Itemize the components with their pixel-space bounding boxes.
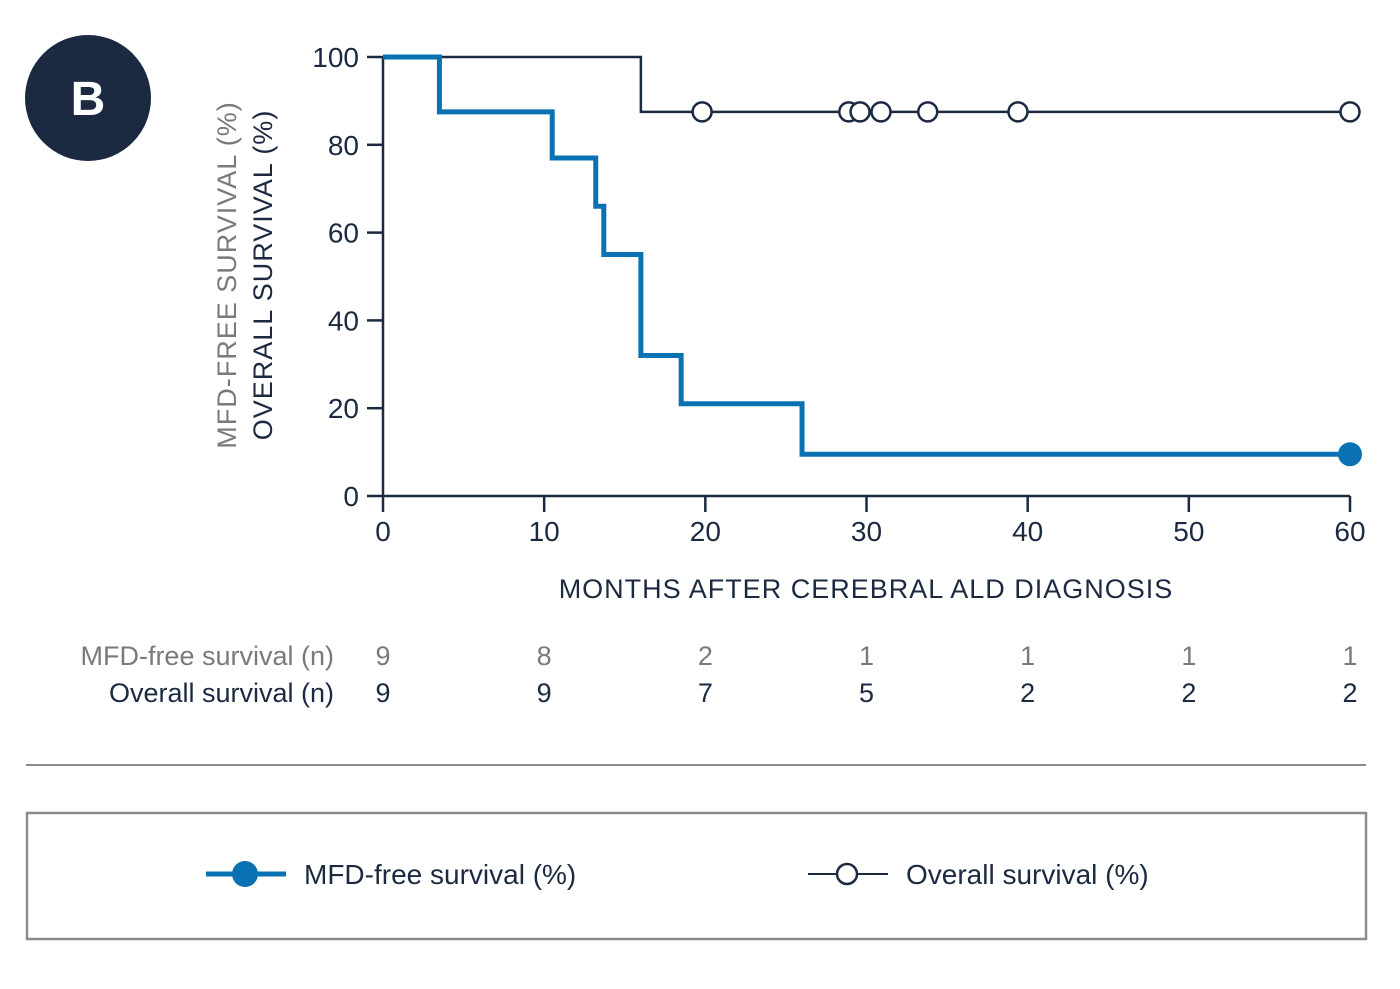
overall-censor-marker — [849, 101, 871, 123]
risk-value-mfd: 8 — [537, 641, 552, 671]
x-tick-label: 40 — [1012, 516, 1043, 547]
y-tick-label: 80 — [328, 130, 359, 161]
x-tick-label: 20 — [690, 516, 721, 547]
panel-badge-label: B — [71, 73, 106, 126]
overall-censor-marker — [1339, 101, 1361, 123]
risk-value-mfd: 1 — [859, 641, 874, 671]
risk-value-overall: 2 — [1342, 678, 1357, 708]
risk-value-overall: 9 — [375, 678, 390, 708]
panel-badge: B — [25, 35, 151, 161]
legend: MFD-free survival (%) Overall survival (… — [25, 811, 1368, 941]
x-tick-label: 30 — [851, 516, 882, 547]
y-tick-label: 100 — [312, 42, 359, 73]
legend-item-overall: Overall survival (%) — [808, 859, 1149, 890]
overall-censor-marker — [870, 101, 892, 123]
risk-value-mfd: 1 — [1181, 641, 1196, 671]
y-axis-title-mfd: MFD-FREE SURVIVAL (%) — [212, 101, 242, 449]
series-mfd-free-survival — [383, 54, 1362, 467]
risk-row-label-mfd: MFD-free survival (n) — [80, 641, 334, 671]
panel-badge-circle — [25, 35, 151, 161]
mfd-censor-marker — [1338, 442, 1362, 467]
overall-survival-line — [383, 55, 1350, 114]
y-tick-label: 40 — [328, 305, 359, 336]
y-axis-title-overall: OVERALL SURVIVAL (%) — [248, 110, 278, 441]
legend-overall-marker — [835, 862, 859, 886]
mfd-free-survival-line — [383, 54, 1350, 457]
legend-mfd-label: MFD-free survival (%) — [304, 859, 576, 890]
risk-value-mfd: 1 — [1020, 641, 1035, 671]
risk-value-overall: 7 — [698, 678, 713, 708]
risk-value-mfd: 1 — [1342, 641, 1357, 671]
overall-censor-marker — [1007, 101, 1029, 123]
y-tick-label: 0 — [343, 481, 359, 512]
x-ticks: 0 10 20 30 40 50 60 — [375, 496, 1366, 547]
risk-value-overall: 9 — [537, 678, 552, 708]
risk-value-overall: 2 — [1020, 678, 1035, 708]
legend-overall-label: Overall survival (%) — [906, 859, 1149, 890]
risk-value-mfd: 9 — [375, 641, 390, 671]
risk-value-mfd: 2 — [698, 641, 713, 671]
legend-mfd-marker — [232, 861, 258, 887]
x-tick-label: 0 — [375, 516, 391, 547]
risk-value-overall: 2 — [1181, 678, 1196, 708]
risk-table-values: 9 8 2 1 1 1 1 9 9 7 5 2 2 2 — [375, 641, 1357, 708]
x-axis-title: MONTHS AFTER CEREBRAL ALD DIAGNOSIS — [559, 574, 1174, 604]
y-tick-label: 60 — [328, 218, 359, 249]
x-tick-label: 10 — [529, 516, 560, 547]
y-tick-label: 20 — [328, 393, 359, 424]
y-ticks: 0 20 40 60 80 100 — [312, 42, 383, 512]
risk-row-label-overall: Overall survival (n) — [109, 678, 334, 708]
x-tick-label: 50 — [1173, 516, 1204, 547]
legend-item-mfd: MFD-free survival (%) — [206, 859, 576, 890]
x-tick-label: 60 — [1334, 516, 1365, 547]
legend-box — [25, 811, 1368, 941]
series-overall-survival — [383, 55, 1361, 123]
risk-value-overall: 5 — [859, 678, 874, 708]
overall-censor-marker — [691, 101, 713, 123]
overall-censor-marker — [916, 101, 939, 123]
